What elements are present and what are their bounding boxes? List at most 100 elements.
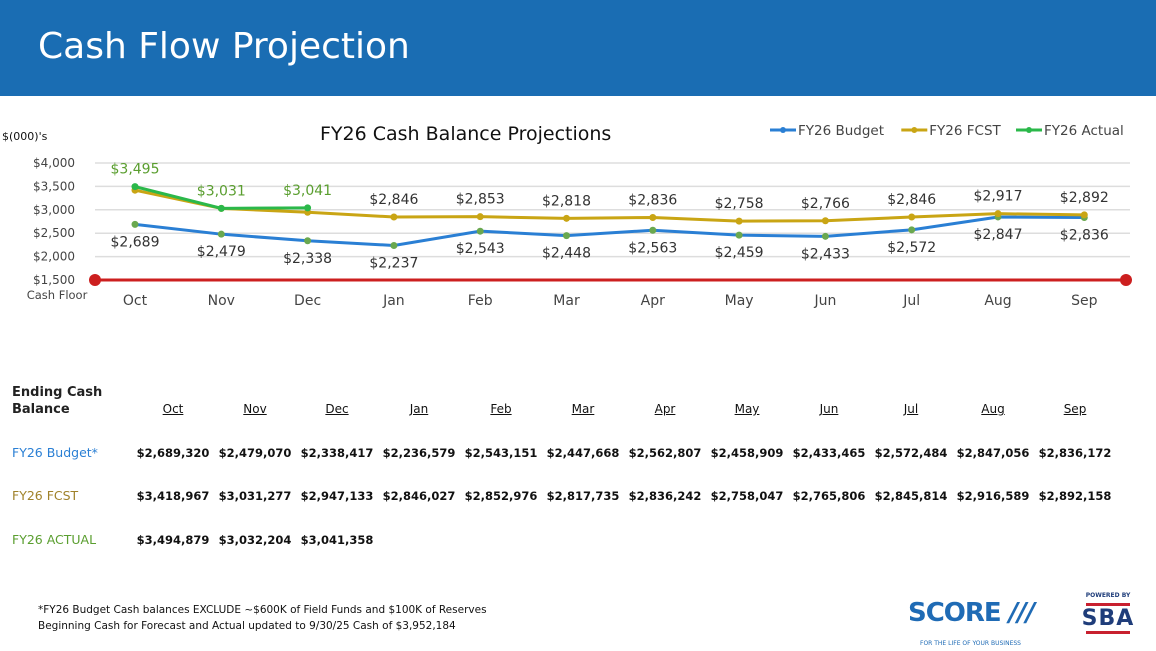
column-header: Jul [903, 402, 919, 416]
table-cell: $2,572,484 [874, 446, 948, 460]
table-cell: $2,836,242 [628, 489, 702, 503]
column-header: Apr [654, 402, 676, 416]
column-header: Jun [819, 402, 839, 416]
footnote: *FY26 Budget Cash balances EXCLUDE ~$600… [38, 604, 487, 616]
data-label: $2,847 [974, 227, 1023, 243]
table-cell: $2,947,133 [300, 489, 374, 503]
table-cell: $2,916,589 [956, 489, 1030, 503]
y-tick-label: $1,500 [33, 273, 75, 287]
data-point [735, 231, 743, 239]
data-label: $2,563 [628, 240, 677, 256]
x-tick-label: Sep [1071, 293, 1098, 309]
row-label: FY26 Budget* [12, 445, 98, 460]
x-tick-label: May [725, 293, 754, 309]
data-point [649, 226, 657, 234]
data-label: $2,853 [456, 192, 505, 208]
chart-title: FY26 Cash Balance Projections [320, 123, 611, 145]
table-cell: $2,479,070 [218, 446, 292, 460]
data-point [563, 214, 570, 222]
footnotes: *FY26 Budget Cash balances EXCLUDE ~$600… [38, 602, 487, 634]
data-point [908, 226, 916, 234]
table-cell: $3,031,277 [218, 489, 292, 503]
title-bar: Cash Flow Projection [0, 0, 1156, 96]
data-point [304, 237, 312, 245]
data-label: $2,459 [715, 245, 764, 261]
x-tick-label: Dec [294, 293, 321, 309]
data-label: $3,031 [197, 183, 246, 199]
data-point [994, 210, 1002, 218]
score-logo: SCORE /// [908, 598, 1035, 628]
data-label: $2,758 [715, 196, 764, 212]
table-cell: $3,494,879 [136, 533, 210, 547]
table-cell: $2,447,668 [546, 446, 620, 460]
data-label: $2,338 [283, 251, 332, 267]
x-tick-label: Jan [382, 293, 405, 309]
column-header: Oct [162, 402, 184, 416]
table-cell: $2,758,047 [710, 489, 784, 503]
data-point [304, 204, 312, 212]
score-tagline: FOR THE LIFE OF YOUR BUSINESS [920, 640, 1021, 647]
data-label: $2,448 [542, 246, 591, 262]
table-cell: $2,852,976 [464, 489, 538, 503]
data-label: $2,836 [1060, 227, 1109, 243]
legend-marker [1026, 127, 1032, 133]
data-point [821, 217, 829, 225]
column-header: Dec [325, 402, 349, 416]
data-label: $2,917 [974, 189, 1023, 205]
cash-floor-marker [89, 274, 101, 286]
data-point [563, 232, 570, 240]
x-tick-label: Jun [813, 293, 836, 309]
data-label: $2,433 [801, 246, 850, 262]
table-cell: $2,338,417 [300, 446, 374, 460]
column-header: May [734, 402, 760, 416]
data-label: $2,892 [1060, 190, 1109, 206]
data-label: $2,766 [801, 196, 850, 212]
data-point [390, 213, 398, 221]
column-header: Aug [981, 402, 1005, 416]
x-tick-label: Nov [208, 293, 235, 309]
table-cell: $3,041,358 [300, 533, 374, 547]
table-cell: $2,836,172 [1038, 446, 1112, 460]
footnote: Beginning Cash for Forecast and Actual u… [38, 620, 456, 632]
y-tick-label: $2,000 [33, 250, 75, 264]
cash-floor-label: Cash Floor [27, 288, 88, 302]
column-header: Mar [571, 402, 595, 416]
data-point [217, 204, 225, 212]
data-label: $2,818 [542, 193, 591, 209]
data-point [131, 220, 139, 228]
page-title: Cash Flow Projection [38, 26, 410, 67]
data-point [1080, 211, 1088, 219]
table-cell: $2,543,151 [464, 446, 538, 460]
cash-floor-marker [1120, 274, 1132, 286]
x-tick-label: Mar [553, 293, 580, 309]
legend-item: FY26 FCST [929, 123, 1001, 139]
table-cell: $2,458,909 [710, 446, 784, 460]
table-cell: $2,847,056 [956, 446, 1030, 460]
data-label: $2,846 [887, 192, 936, 208]
legend-item: FY26 Budget [798, 123, 884, 139]
data-label: $3,495 [111, 162, 160, 178]
data-label: $2,543 [456, 241, 505, 257]
data-point [821, 232, 829, 240]
data-point [649, 213, 657, 221]
table-cell: $2,562,807 [628, 446, 702, 460]
y-tick-label: $4,000 [33, 156, 75, 170]
x-tick-label: Apr [641, 293, 665, 309]
x-tick-label: Jul [902, 293, 920, 309]
table-cell: $2,433,465 [792, 446, 866, 460]
column-header: Feb [490, 402, 512, 416]
table-cell: $2,817,735 [546, 489, 620, 503]
table-title: Ending Cash Balance [12, 385, 103, 417]
y-tick-label: $2,500 [33, 226, 75, 240]
data-label: $2,572 [887, 240, 936, 256]
y-axis-label: $(000)'s [2, 130, 48, 143]
data-label: $2,689 [111, 234, 160, 250]
data-point [476, 227, 484, 235]
x-tick-label: Oct [123, 293, 148, 309]
data-label: $2,846 [369, 192, 418, 208]
data-label: $2,237 [369, 256, 418, 272]
legend-marker [911, 127, 918, 133]
x-tick-label: Aug [984, 293, 1011, 309]
table-cell: $2,892,158 [1038, 489, 1112, 503]
series-line-fy26-budget [134, 215, 1085, 248]
